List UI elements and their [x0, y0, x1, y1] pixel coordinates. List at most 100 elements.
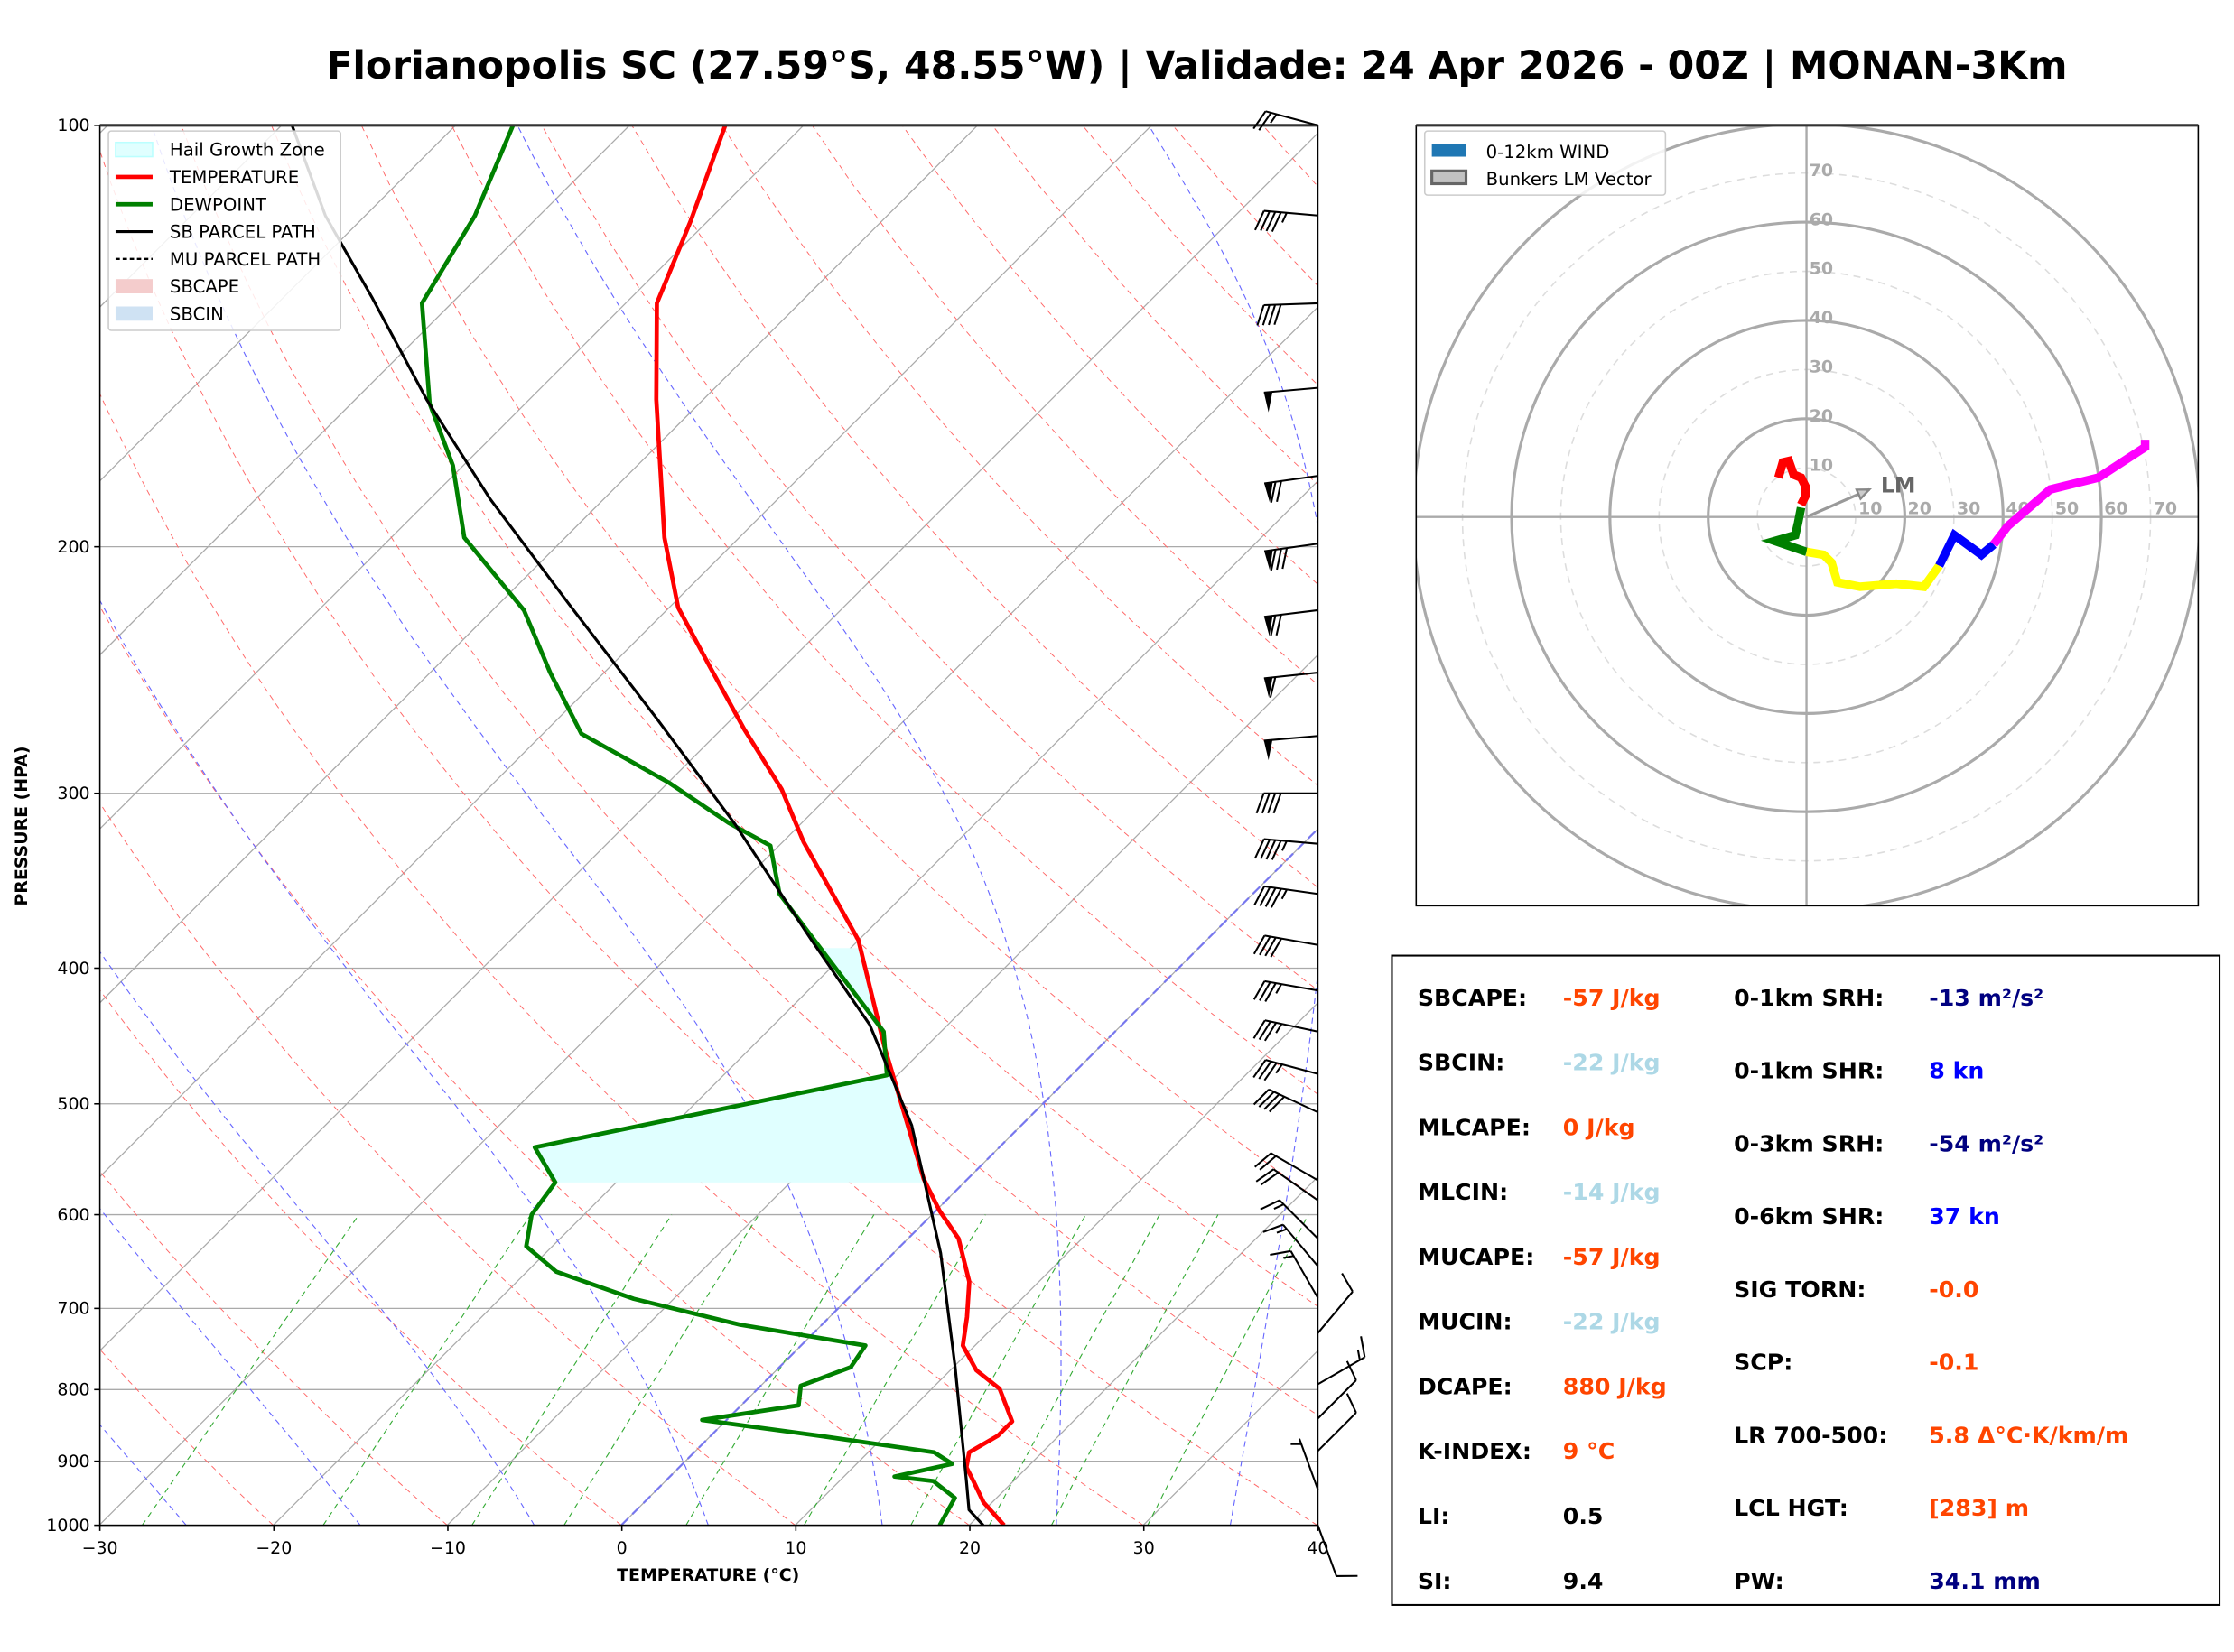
- stat-label: DCAPE:: [1418, 1373, 1513, 1399]
- legend-entry: SBCAPE: [170, 276, 239, 297]
- stat-value: 34.1 mm: [1929, 1568, 2041, 1594]
- wind-barb: [1263, 386, 1318, 413]
- hodograph-segment: [1935, 528, 1997, 568]
- stat-value: 9.4: [1563, 1568, 1604, 1594]
- dry-adiabat: [360, 125, 1318, 1201]
- dry-adiabat: [631, 125, 1318, 888]
- x-tick-label: −30: [82, 1538, 118, 1558]
- legend-swatch-wind: [1431, 144, 1466, 157]
- mixing-ratio-line: [910, 1214, 1086, 1526]
- lm-label: LM: [1881, 472, 1916, 497]
- dry-adiabat: [99, 605, 970, 1526]
- skew-t-chart: −30 −20 −10 0 10 20 30 40 100 200 300 400 500 600 700 8…: [12, 110, 1366, 1585]
- wind-barb: [1263, 608, 1318, 636]
- isotherm: [795, 1001, 1318, 1526]
- legend-swatch: [115, 306, 153, 321]
- wind-barb: [1256, 302, 1318, 326]
- mu-parcel-path: [291, 125, 984, 1526]
- stat-value: -22 J/kg: [1563, 1050, 1661, 1076]
- y-tick-label: 100: [57, 116, 89, 135]
- hodograph-legend: 0-12km WIND Bunkers LM Vector: [1423, 130, 1667, 196]
- hodograph-segment: [1760, 506, 1809, 556]
- stat-value: 880 J/kg: [1563, 1373, 1667, 1399]
- wind-barb: [1252, 1059, 1318, 1081]
- wind-barb: [1317, 1525, 1358, 1577]
- ring-label: 20: [1810, 406, 1833, 426]
- wind-barb: [1260, 1199, 1319, 1239]
- stat-value: 8 kn: [1929, 1058, 1984, 1084]
- figure-title: Florianopolis SC (27.59°S, 48.55°W) | Va…: [326, 43, 2067, 88]
- isotherm: [99, 125, 283, 308]
- stat-value: -54 m²/s²: [1929, 1130, 2043, 1156]
- moist-adiabat: [1148, 125, 1318, 1526]
- stat-label: SBCAPE:: [1418, 985, 1527, 1011]
- ring-label: 50: [2055, 499, 2079, 519]
- isotherm: [968, 1175, 1318, 1526]
- x-tick-label: −20: [256, 1538, 292, 1558]
- stat-label: 0-6km SHR:: [1734, 1203, 1884, 1230]
- stat-value: 0.5: [1563, 1503, 1604, 1529]
- stats-panel: SBCAPE: -57 J/kg SBCIN: -22 J/kg MLCAPE: 0 J/…: [1391, 954, 2221, 1606]
- ring-label: 10: [1858, 499, 1882, 519]
- wind-barb: [1252, 979, 1318, 1002]
- stat-label: LI:: [1418, 1503, 1450, 1529]
- y-tick-label: 700: [57, 1299, 89, 1319]
- isotherm: [99, 125, 805, 831]
- y-tick-label: 300: [57, 784, 89, 803]
- hail-growth-zone: [535, 948, 926, 1183]
- wind-barb: [1317, 1336, 1366, 1386]
- wind-barb: [1317, 1393, 1357, 1452]
- dry-adiabat: [99, 802, 796, 1526]
- y-tick-label: 500: [57, 1094, 89, 1114]
- stat-value: 0 J/kg: [1563, 1114, 1635, 1140]
- skew-t-legend: Hail Growth Zone TEMPERATURE DEWPOINT SB PA…: [107, 130, 342, 331]
- stat-label: SBCIN:: [1418, 1050, 1505, 1076]
- mixing-ratio-line: [1050, 1214, 1219, 1526]
- ring-label: 20: [1908, 499, 1931, 519]
- stat-value: -0.0: [1929, 1276, 1978, 1303]
- dry-adiabat: [721, 125, 1318, 786]
- wind-barb: [1263, 543, 1318, 571]
- stat-label: 0-3km SRH:: [1734, 1130, 1884, 1156]
- legend-swatch: [115, 141, 154, 158]
- ring-label: 30: [1810, 357, 1833, 377]
- wind-barb: [1252, 1019, 1318, 1042]
- wind-barb: [1255, 1168, 1319, 1202]
- isotherm: [273, 479, 1318, 1526]
- legend-entry: Hail Growth Zone: [170, 140, 325, 161]
- dry-adiabat: [181, 125, 1318, 1416]
- y-tick-label: 800: [57, 1380, 89, 1400]
- stat-label: MLCAPE:: [1418, 1114, 1531, 1140]
- ring-label: 40: [1810, 308, 1833, 328]
- freezing-isotherm: [620, 827, 1318, 1526]
- stat-value: -57 J/kg: [1563, 985, 1661, 1011]
- stat-label: MUCAPE:: [1418, 1244, 1534, 1270]
- stat-value: -13 m²/s²: [1929, 985, 2043, 1011]
- wind-barb: [1253, 885, 1318, 908]
- stat-label: LCL HGT:: [1734, 1495, 1848, 1521]
- legend-entry: 0-12km WIND: [1486, 142, 1610, 162]
- stat-value: -57 J/kg: [1563, 1244, 1661, 1270]
- stat-label: SIG TORN:: [1734, 1276, 1866, 1303]
- y-axis-label: PRESSURE (HPA): [12, 746, 32, 905]
- moist-adiabat: [99, 1424, 187, 1526]
- wind-barb: [1253, 1152, 1318, 1182]
- legend-entry: MU PARCEL PATH: [170, 249, 321, 270]
- hodograph-segment: [1805, 547, 1943, 591]
- y-tick-label: 400: [57, 959, 89, 979]
- isotherm: [99, 132, 1318, 1352]
- stat-label: MUCIN:: [1418, 1309, 1513, 1335]
- wind-barb: [1270, 1249, 1319, 1299]
- x-tick-label: 10: [785, 1538, 806, 1558]
- stat-label: K-INDEX:: [1418, 1438, 1531, 1464]
- mixing-ratio-line: [1147, 1214, 1309, 1526]
- hodograph-segment: [1990, 440, 2150, 547]
- y-tick-label: 600: [57, 1205, 89, 1225]
- legend-swatch-lm: [1430, 169, 1468, 186]
- stat-label: PW:: [1734, 1568, 1784, 1594]
- legend-entry: SBCIN: [170, 303, 224, 324]
- stat-value: 9 °C: [1563, 1438, 1615, 1464]
- wind-barb: [1317, 1360, 1357, 1420]
- stat-value: 5.8 Δ°C·K/km/m: [1929, 1422, 2128, 1448]
